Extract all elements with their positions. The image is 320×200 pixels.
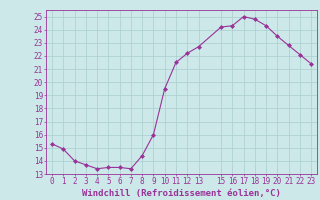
X-axis label: Windchill (Refroidissement éolien,°C): Windchill (Refroidissement éolien,°C) xyxy=(82,189,281,198)
